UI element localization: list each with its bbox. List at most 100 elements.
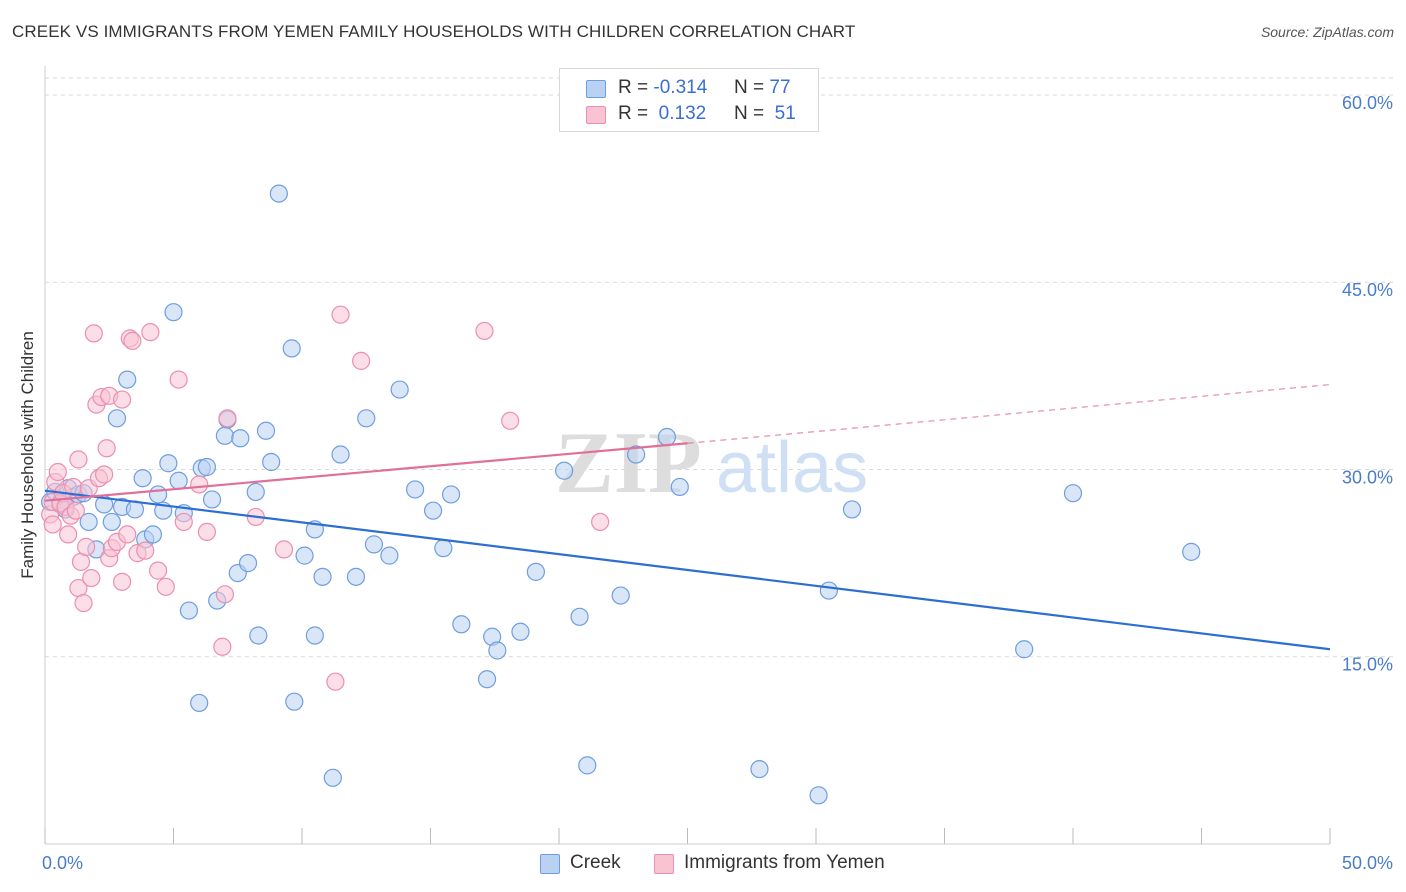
creek-point-61 <box>488 641 507 660</box>
correlation-legend: R = -0.314 N = 77 R = 0.132 N = 51 <box>559 68 819 132</box>
yemen-point-43 <box>213 637 232 656</box>
yemen-n: N = 51 <box>734 103 796 124</box>
creek-point-50 <box>357 409 376 428</box>
yemen-r: R = 0.132 <box>618 103 707 124</box>
creek-point-14 <box>118 370 137 389</box>
creek-point-38 <box>256 421 276 440</box>
creek-point-68 <box>626 445 646 464</box>
creek-point-56 <box>434 539 453 558</box>
creek-point-73 <box>819 581 838 600</box>
creek-point-55 <box>423 501 443 520</box>
yemen-point-37 <box>148 561 168 580</box>
creek-point-28 <box>197 457 217 477</box>
yemen-swatch <box>586 106 606 124</box>
axes <box>44 66 1331 845</box>
creek-point-47 <box>323 768 342 787</box>
x-tick-label-1: 50.0% <box>1342 853 1393 873</box>
creek-point-29 <box>202 490 222 509</box>
legend-creek-label: Creek <box>570 852 621 873</box>
legend-yemen-swatch <box>654 854 674 874</box>
yemen-point-15 <box>74 593 93 613</box>
creek-point-40 <box>269 184 288 203</box>
creek-r: R = -0.314 <box>618 77 708 98</box>
yemen-point-50 <box>352 351 371 370</box>
creek-point-34 <box>231 429 250 448</box>
creek-swatch <box>586 80 606 98</box>
legend-creek-swatch <box>540 854 560 874</box>
y-tick-label-0: 15.0% <box>1342 655 1393 675</box>
creek-point-11 <box>102 512 121 532</box>
creek-point-12 <box>107 409 127 428</box>
x-tick-label-0: 0.0% <box>42 853 83 873</box>
creek-point-58 <box>452 615 471 634</box>
yemen-point-18 <box>82 568 101 588</box>
yemen-point-49 <box>331 305 350 324</box>
watermark-zip: ZIP <box>555 415 702 512</box>
creek-point-69 <box>657 427 677 447</box>
creek-r-value: -0.314 <box>653 77 708 98</box>
yemen-trendline <box>44 442 688 502</box>
creek-point-53 <box>390 380 409 399</box>
trendlines <box>44 383 1331 651</box>
creek-point-72 <box>809 786 828 805</box>
creek-point-41 <box>282 339 301 358</box>
creek-point-75 <box>1015 640 1034 659</box>
creek-point-48 <box>331 445 350 464</box>
creek-point-31 <box>215 426 234 445</box>
yemen-point-45 <box>218 409 237 428</box>
yemen-point-52 <box>501 411 520 430</box>
creek-point-51 <box>364 535 384 554</box>
creek-n: N = 77 <box>734 77 791 98</box>
yemen-point-53 <box>591 512 610 532</box>
creek-point-23 <box>169 471 188 490</box>
creek-point-52 <box>380 546 399 565</box>
creek-point-62 <box>511 622 530 641</box>
yemen-point-8 <box>59 525 78 544</box>
creek-point-22 <box>164 303 183 322</box>
yemen-point-44 <box>215 585 234 604</box>
creek-point-74 <box>842 500 862 519</box>
creek-trendline <box>44 489 1331 651</box>
yemen-point-29 <box>112 390 132 409</box>
yemen-point-39 <box>169 370 188 389</box>
yemen-point-41 <box>190 475 209 494</box>
creek-point-25 <box>179 601 199 620</box>
watermark: ZIP atlas <box>555 415 868 512</box>
legend-yemen-label: Immigrants from Yemen <box>684 852 885 873</box>
y-tick-label-3: 60.0% <box>1342 93 1393 113</box>
creek-point-54 <box>405 480 425 499</box>
tick-labels: 15.0% 30.0% 45.0% 60.0% 0.0% 50.0% <box>42 93 1393 873</box>
yemen-n-value: 51 <box>774 103 796 124</box>
creek-point-59 <box>477 670 497 689</box>
yemen-point-47 <box>274 540 294 559</box>
y-tick-label-1: 30.0% <box>1342 467 1393 487</box>
creek-point-21 <box>159 454 178 473</box>
creek-point-37 <box>249 626 268 645</box>
creek-point-35 <box>238 554 258 573</box>
yemen-point-36 <box>141 323 160 342</box>
creek-point-8 <box>79 512 98 532</box>
yemen-points <box>41 305 610 691</box>
yemen-point-24 <box>97 439 116 458</box>
creek-point-42 <box>285 692 304 711</box>
creek-point-67 <box>611 586 630 605</box>
yemen-point-2 <box>43 515 62 534</box>
creek-n-value: 77 <box>769 77 791 98</box>
creek-point-26 <box>190 693 209 713</box>
yemen-point-23 <box>95 465 114 484</box>
creek-point-36 <box>246 482 265 502</box>
chart-title: CREEK VS IMMIGRANTS FROM YEMEN FAMILY HO… <box>12 22 856 41</box>
yemen-point-48 <box>326 672 345 691</box>
creek-point-63 <box>526 562 545 581</box>
yemen-point-16 <box>77 537 96 556</box>
creek-point-46 <box>313 567 332 586</box>
creek-point-71 <box>750 759 769 779</box>
yemen-trendline-extension <box>687 383 1331 444</box>
creek-point-70 <box>670 477 689 497</box>
creek-point-64 <box>555 461 574 480</box>
yemen-point-33 <box>123 331 142 350</box>
yemen-r-value: 0.132 <box>658 103 707 124</box>
yemen-point-51 <box>475 321 494 341</box>
watermark-atlas: atlas <box>716 428 868 508</box>
